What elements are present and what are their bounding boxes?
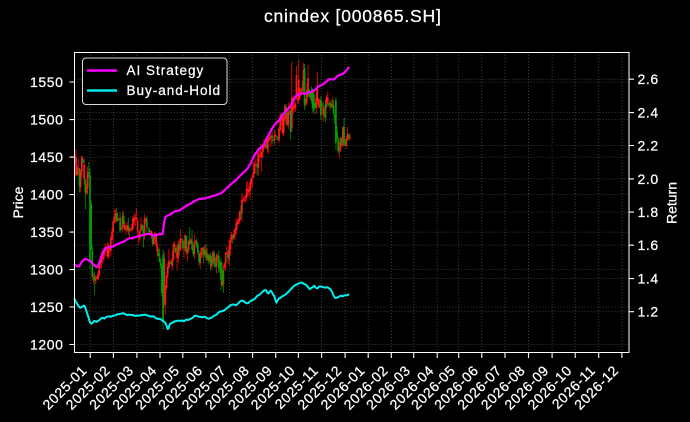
svg-text:1300: 1300 <box>30 262 64 278</box>
svg-text:Return: Return <box>664 182 680 224</box>
svg-text:Price: Price <box>10 186 26 218</box>
svg-text:1.4: 1.4 <box>638 271 659 287</box>
svg-text:1400: 1400 <box>30 187 64 203</box>
svg-text:2.0: 2.0 <box>638 171 659 187</box>
svg-text:cnindex [000865.SH]: cnindex [000865.SH] <box>264 6 442 26</box>
svg-text:1350: 1350 <box>30 224 64 240</box>
svg-text:1.2: 1.2 <box>638 304 659 320</box>
svg-text:2.2: 2.2 <box>638 137 659 153</box>
svg-text:1250: 1250 <box>30 299 64 315</box>
svg-text:1200: 1200 <box>30 336 64 352</box>
svg-text:1.6: 1.6 <box>638 237 659 253</box>
svg-text:1550: 1550 <box>30 74 64 90</box>
svg-text:AI Strategy: AI Strategy <box>127 63 205 78</box>
svg-text:1500: 1500 <box>30 112 64 128</box>
svg-text:Buy-and-Hold: Buy-and-Hold <box>127 83 222 98</box>
svg-text:2.6: 2.6 <box>638 71 659 87</box>
svg-text:2.4: 2.4 <box>638 105 659 121</box>
svg-text:1.8: 1.8 <box>638 204 659 220</box>
svg-text:1450: 1450 <box>30 149 64 165</box>
